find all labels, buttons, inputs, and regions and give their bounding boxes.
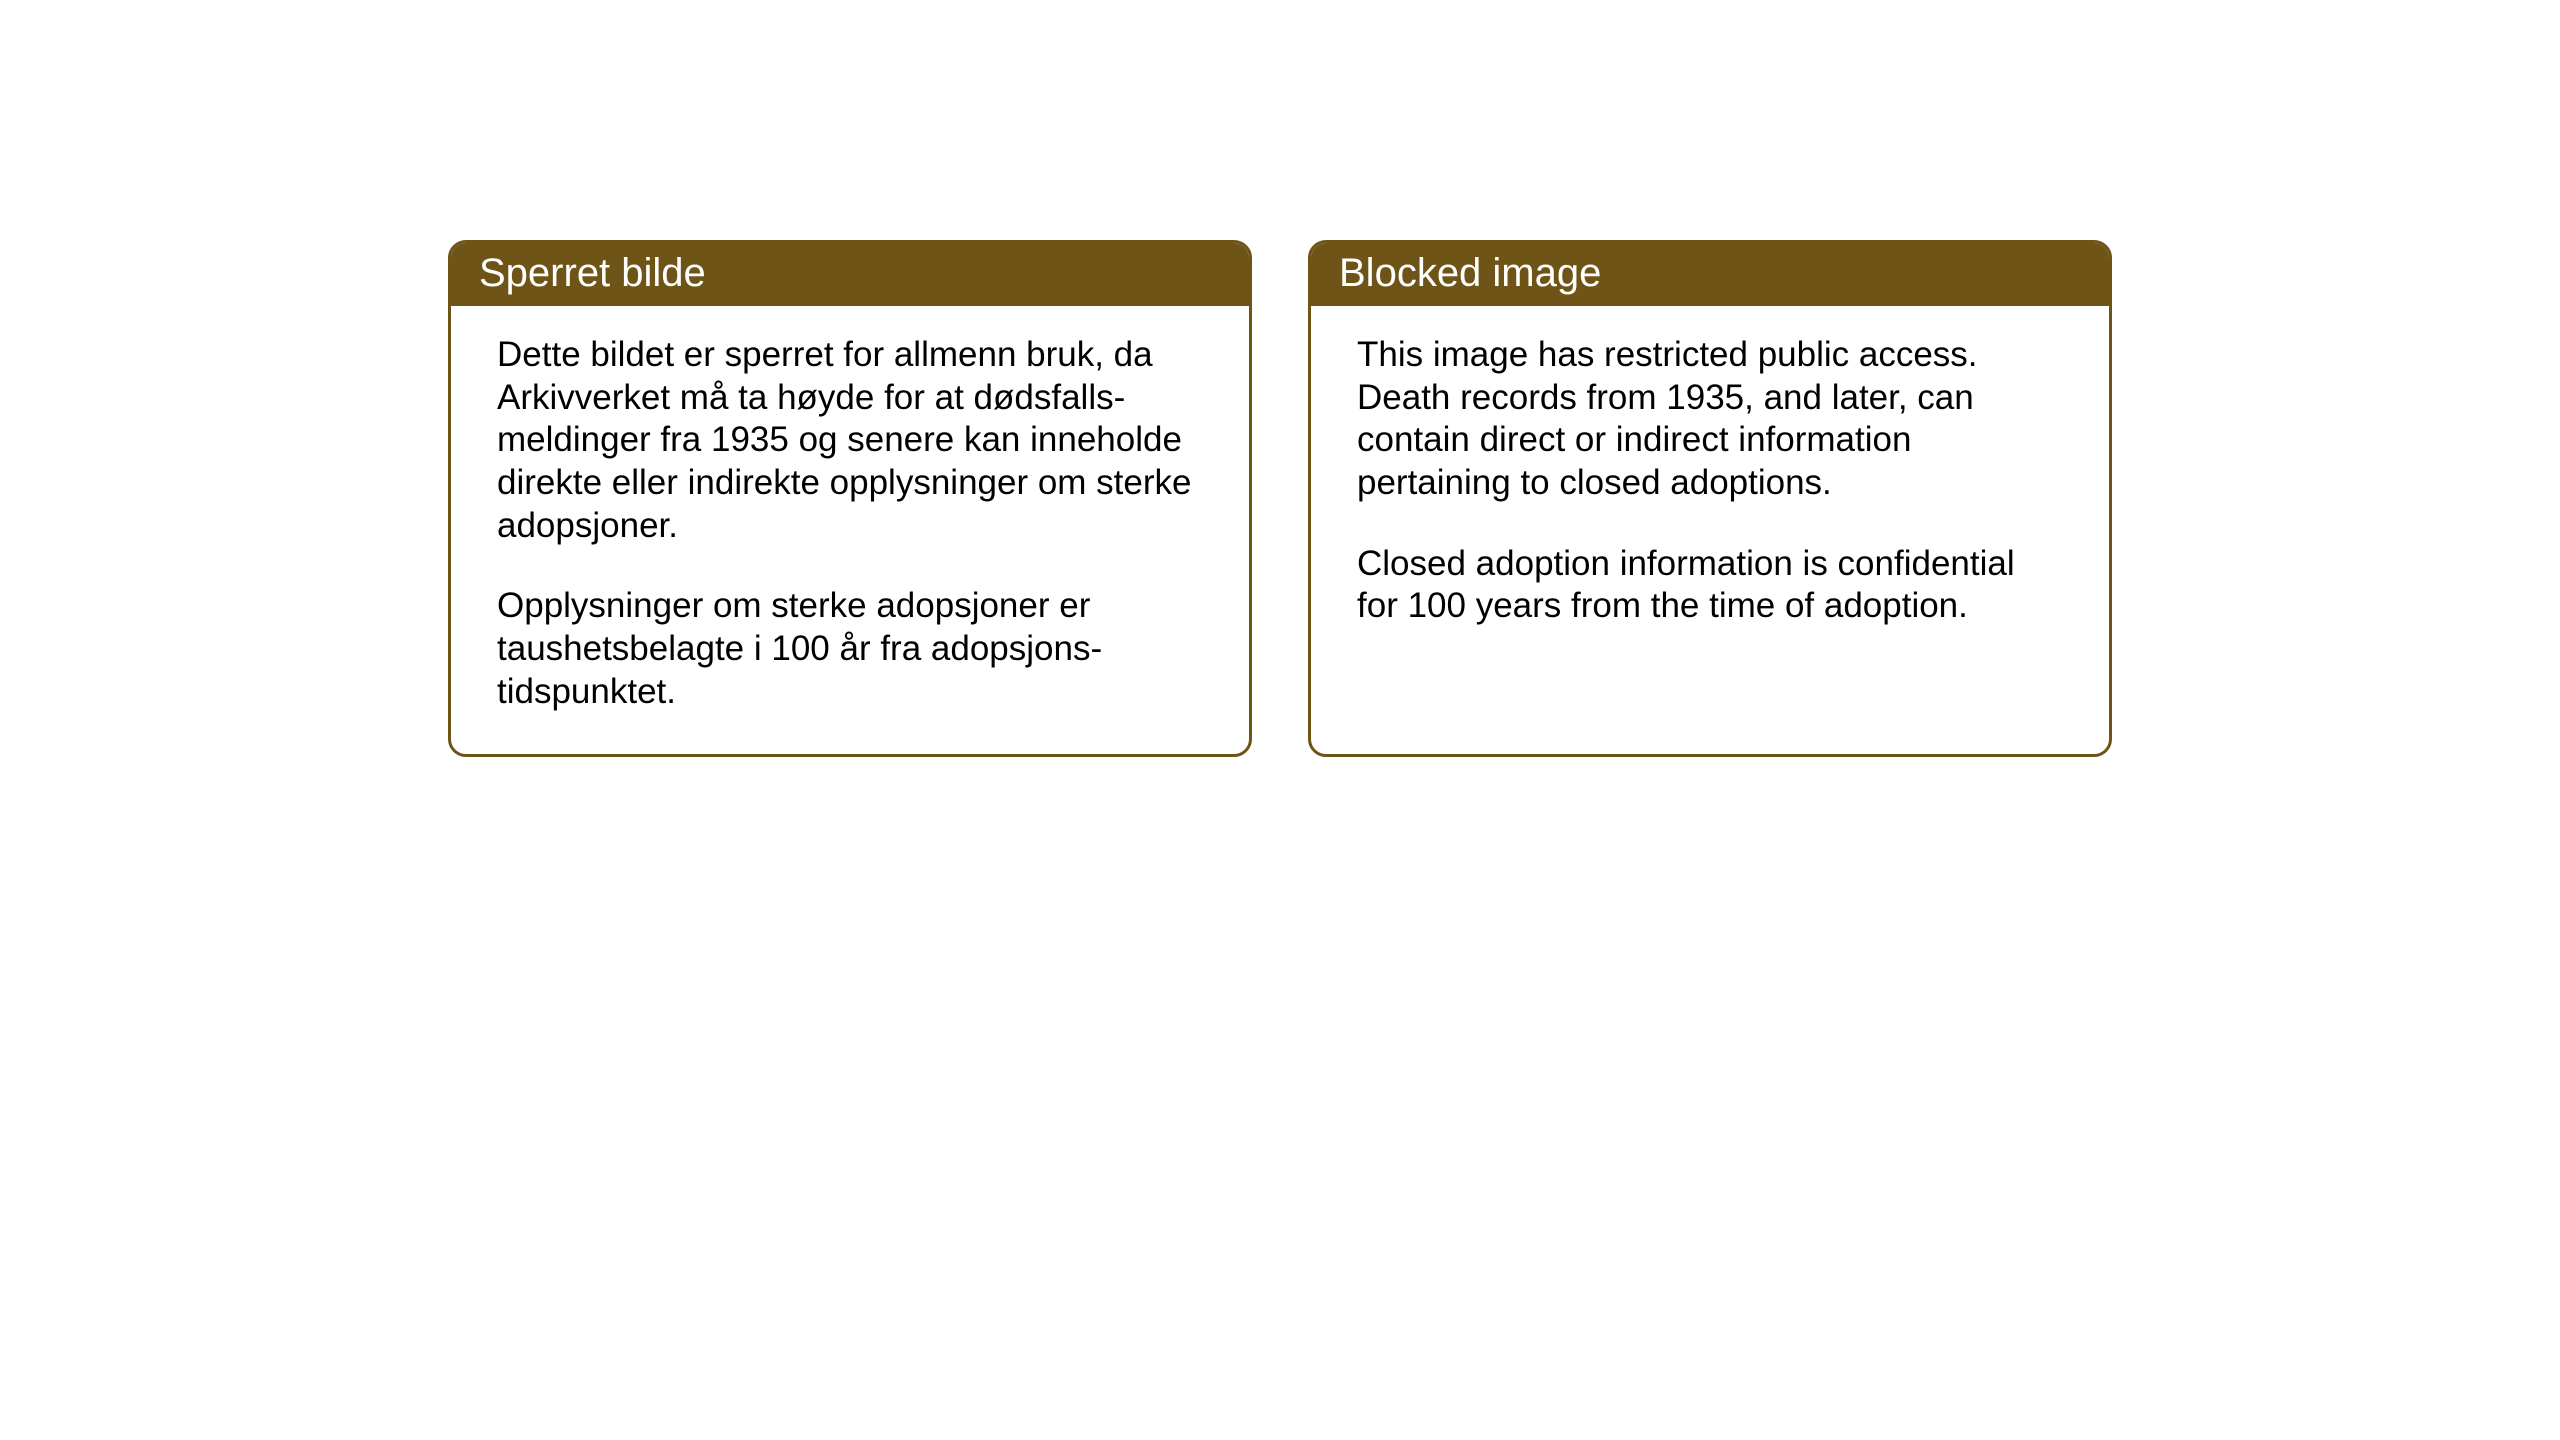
norwegian-card: Sperret bilde Dette bildet er sperret fo… (448, 240, 1252, 757)
norwegian-paragraph-1: Dette bildet er sperret for allmenn bruk… (497, 334, 1203, 547)
english-paragraph-1: This image has restricted public access.… (1357, 334, 2063, 505)
cards-container: Sperret bilde Dette bildet er sperret fo… (448, 240, 2112, 757)
english-card: Blocked image This image has restricted … (1308, 240, 2112, 757)
norwegian-card-title: Sperret bilde (451, 243, 1249, 306)
english-paragraph-2: Closed adoption information is confident… (1357, 543, 2063, 628)
english-card-body: This image has restricted public access.… (1311, 306, 2109, 728)
norwegian-paragraph-2: Opplysninger om sterke adopsjoner er tau… (497, 585, 1203, 713)
english-card-title: Blocked image (1311, 243, 2109, 306)
norwegian-card-body: Dette bildet er sperret for allmenn bruk… (451, 306, 1249, 754)
